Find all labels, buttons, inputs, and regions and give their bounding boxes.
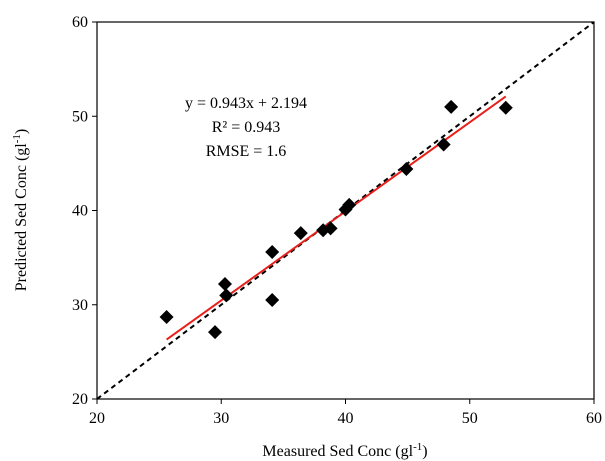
point bbox=[159, 310, 174, 325]
y-tick-label: 40 bbox=[72, 203, 88, 220]
y-tick-label: 50 bbox=[72, 108, 88, 125]
point bbox=[265, 244, 280, 259]
y-label-sup: -1 bbox=[11, 134, 23, 143]
point bbox=[444, 99, 459, 114]
x-tick-label: 60 bbox=[586, 410, 602, 427]
y-tick-label: 30 bbox=[72, 297, 88, 314]
point bbox=[265, 293, 280, 308]
annotation: RMSE = 1.6 bbox=[206, 143, 287, 160]
annotation: y = 0.943x + 2.194 bbox=[185, 95, 307, 112]
x-tick-label: 50 bbox=[462, 410, 478, 427]
point bbox=[399, 162, 414, 177]
y-tick-label: 60 bbox=[72, 14, 88, 31]
x-label-text: Measured Sed Conc (gl bbox=[262, 443, 413, 460]
x-label-end: ) bbox=[422, 443, 427, 460]
x-axis-label: Measured Sed Conc (gl-1) bbox=[262, 441, 427, 460]
point bbox=[342, 197, 357, 212]
x-tick-label: 20 bbox=[89, 410, 105, 427]
point bbox=[436, 137, 451, 152]
identity-line bbox=[96, 21, 595, 400]
point bbox=[498, 100, 513, 115]
y-tick-label: 20 bbox=[72, 391, 88, 408]
x-label-sup: -1 bbox=[413, 441, 422, 453]
y-axis-label: Predicted Sed Conc (gl-1) bbox=[11, 129, 30, 291]
point bbox=[219, 288, 234, 303]
y-label-text: Predicted Sed Conc (gl bbox=[13, 143, 30, 292]
x-tick-label: 40 bbox=[338, 410, 354, 427]
point bbox=[217, 277, 232, 292]
point bbox=[208, 325, 223, 340]
point bbox=[323, 221, 338, 236]
y-label-end: ) bbox=[13, 129, 30, 134]
point bbox=[293, 226, 308, 241]
x-tick-label: 30 bbox=[213, 410, 229, 427]
annotation: R² = 0.943 bbox=[212, 119, 281, 136]
